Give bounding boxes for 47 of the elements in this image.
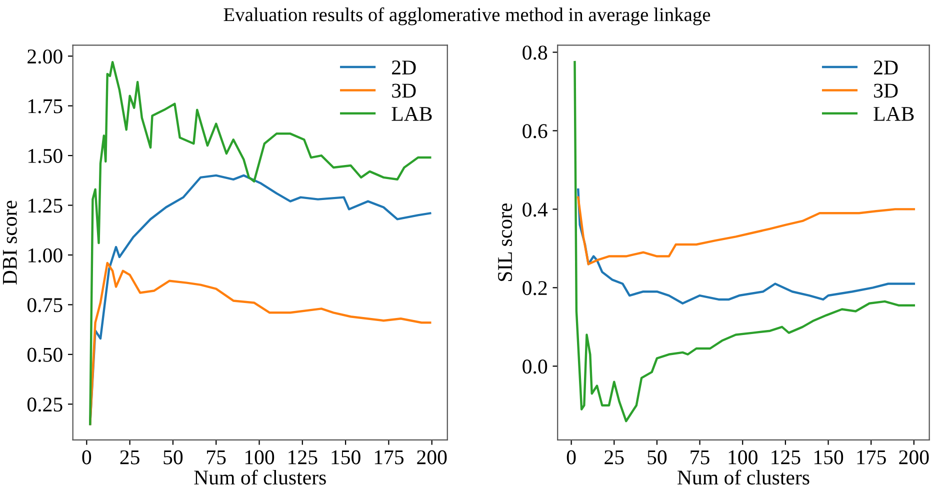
line-series <box>89 262 432 426</box>
y-tick-label: 0.2 <box>522 281 547 296</box>
y-tick-label: 0.6 <box>522 124 548 138</box>
legend-label: LAB <box>392 106 432 121</box>
legend-label: LAB <box>874 106 914 121</box>
x-axis-title: Num of clusters <box>678 470 810 485</box>
x-tick-label: 125 <box>288 450 318 464</box>
x-tick-label: 150 <box>332 450 360 464</box>
legend-label: 3D <box>874 84 898 98</box>
x-tick-label: 75 <box>690 450 710 464</box>
x-tick-label: 125 <box>772 450 800 464</box>
legend-label: 3D <box>392 84 416 98</box>
x-tick-label: 50 <box>648 450 667 464</box>
y-tick-label: 0.4 <box>522 202 548 217</box>
y-tick-label: 0.0 <box>522 360 548 374</box>
x-axis-title: Num of clusters <box>194 470 326 485</box>
chart-title: Evaluation results of agglomerative method in average linkage <box>224 7 710 26</box>
x-tick-label: 25 <box>604 450 624 464</box>
line-series <box>574 60 916 422</box>
x-tick-label: 25 <box>120 450 140 464</box>
legend-label: 2D <box>392 60 416 74</box>
x-tick-label: 50 <box>164 450 183 464</box>
x-tick-label: 100 <box>245 450 274 464</box>
x-tick-label: 175 <box>857 450 886 464</box>
y-axis-title: SIL score <box>498 203 512 281</box>
line-series <box>577 188 916 304</box>
y-tick-label: 0.8 <box>522 46 548 60</box>
x-tick-label: 200 <box>899 450 929 464</box>
x-tick-label: 175 <box>374 450 404 464</box>
y-tick-label: 1.00 <box>28 248 62 263</box>
x-tick-label: 150 <box>814 450 844 464</box>
y-axis-title: DBI score <box>3 200 17 284</box>
y-tick-label: 1.75 <box>28 99 62 114</box>
y-tick-label: 0.50 <box>27 348 62 362</box>
x-tick-label: 0 <box>82 450 92 464</box>
x-tick-label: 200 <box>417 450 447 464</box>
y-tick-label: 1.50 <box>28 148 62 164</box>
legend-label: 2D <box>874 60 898 74</box>
line-series <box>89 60 432 426</box>
x-tick-label: 75 <box>207 450 226 464</box>
y-tick-label: 2.00 <box>28 49 62 64</box>
x-tick-label: 0 <box>566 450 576 464</box>
x-tick-label: 100 <box>728 450 758 464</box>
y-tick-label: 0.75 <box>27 298 62 312</box>
y-tick-label: 1.25 <box>28 198 62 213</box>
line-series <box>577 196 916 266</box>
y-tick-label: 0.25 <box>27 398 62 412</box>
